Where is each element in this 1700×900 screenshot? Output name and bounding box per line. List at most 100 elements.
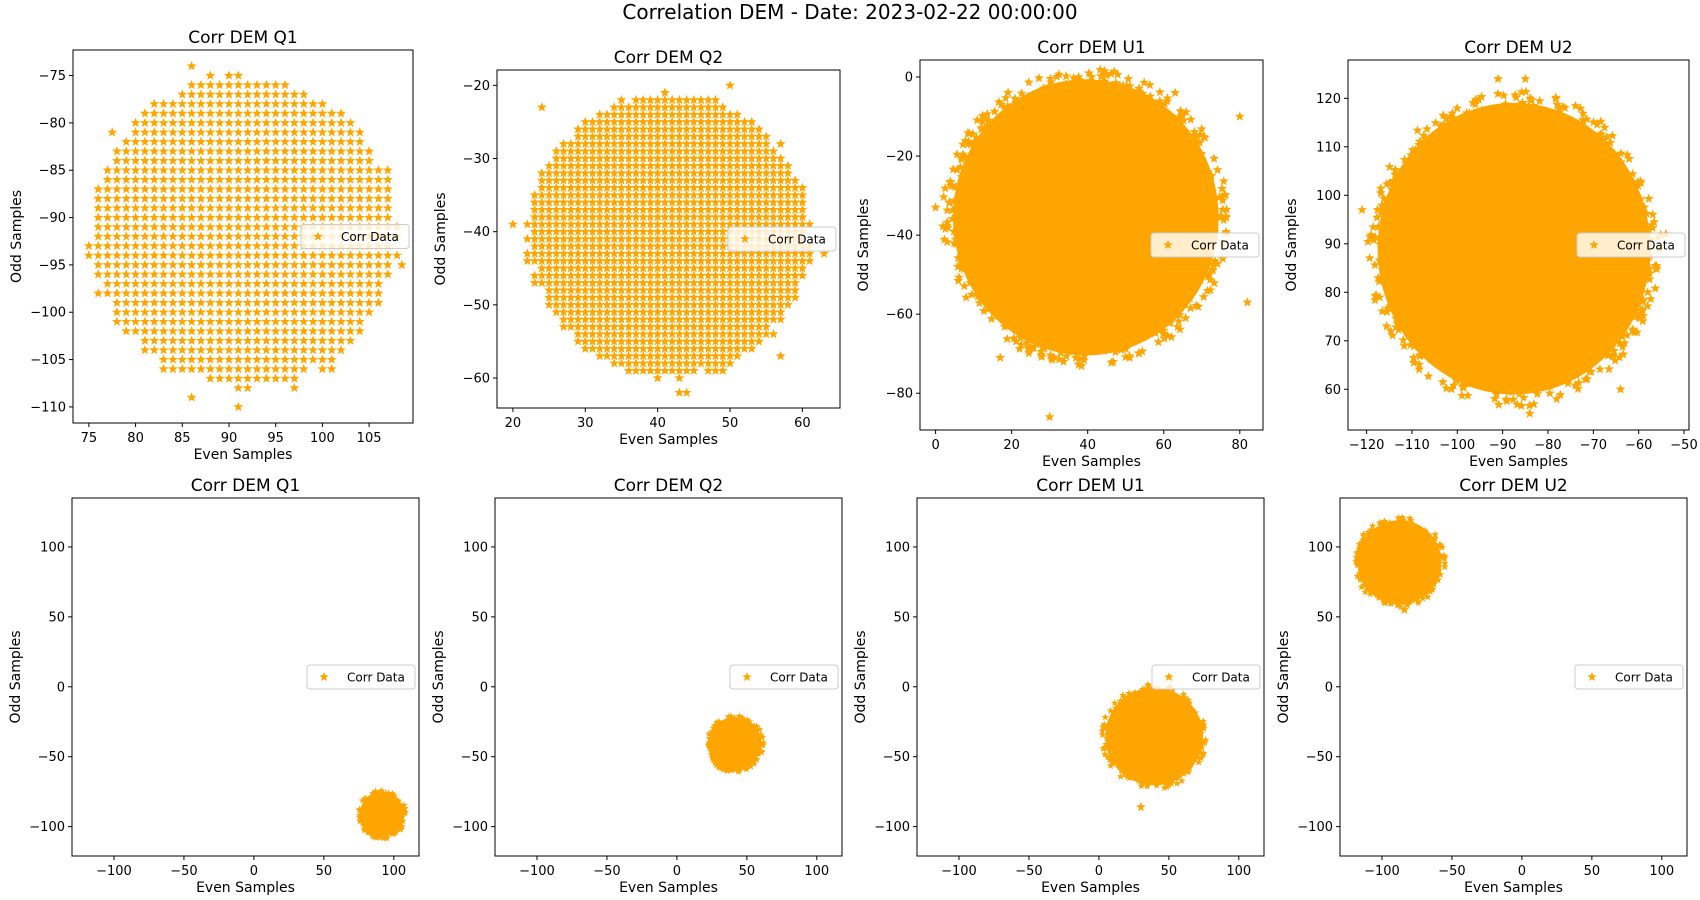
data-point	[659, 270, 670, 280]
data-point	[1199, 723, 1207, 732]
data-point	[739, 189, 750, 200]
data-point	[963, 184, 974, 195]
data-point	[1110, 346, 1121, 357]
data-point	[982, 120, 993, 131]
data-point	[1393, 601, 1402, 609]
data-point	[1394, 297, 1405, 307]
data-point	[326, 278, 337, 289]
data-point	[659, 211, 670, 222]
data-point	[623, 292, 634, 302]
data-point	[616, 160, 627, 171]
data-point	[580, 124, 591, 134]
data-point	[1193, 718, 1201, 727]
data-point	[1137, 91, 1148, 102]
data-point	[573, 270, 583, 280]
data-point	[573, 263, 583, 273]
data-point	[536, 211, 547, 222]
data-point	[732, 248, 743, 258]
data-point	[746, 167, 757, 178]
data-point	[139, 183, 150, 194]
data-point	[950, 181, 961, 192]
data-point	[732, 124, 743, 134]
data-point	[529, 197, 540, 207]
data-point	[252, 165, 262, 175]
data-point	[1417, 157, 1428, 167]
data-point	[1119, 701, 1127, 710]
data-point	[1052, 85, 1062, 95]
data-point	[667, 116, 678, 127]
data-point	[1159, 333, 1170, 343]
data-point	[224, 307, 234, 317]
data-point	[1360, 542, 1369, 550]
data-point	[623, 314, 634, 324]
data-point	[1524, 408, 1535, 418]
data-point	[522, 233, 533, 244]
data-point	[308, 202, 318, 213]
data-point	[1217, 253, 1228, 263]
data-point	[703, 102, 714, 112]
data-point	[121, 240, 132, 251]
data-point	[529, 204, 540, 214]
data-point	[149, 98, 160, 109]
data-point	[558, 211, 569, 222]
data-point	[1600, 341, 1611, 351]
data-point	[270, 240, 281, 251]
data-point	[638, 336, 649, 346]
data-point	[1448, 380, 1459, 390]
data-point	[242, 155, 253, 165]
data-point	[536, 233, 547, 244]
data-point	[1067, 82, 1078, 92]
data-point	[732, 277, 743, 288]
data-point	[1445, 130, 1456, 140]
data-point	[280, 155, 290, 165]
data-point	[289, 240, 300, 251]
data-point	[782, 167, 793, 178]
x-axis-label: Even Samples	[619, 432, 718, 448]
legend: Corr Data	[300, 224, 410, 249]
data-point	[317, 259, 328, 270]
legend-label: Corr Data	[1191, 239, 1249, 253]
data-point	[717, 343, 728, 353]
data-point	[602, 328, 612, 339]
data-point	[205, 98, 216, 109]
data-point	[761, 314, 772, 324]
x-tick-label: −100	[519, 864, 555, 879]
y-tick-label: −75	[39, 69, 66, 84]
data-point	[242, 250, 253, 260]
data-point	[674, 241, 685, 251]
data-point	[1391, 313, 1402, 323]
data-point	[242, 221, 253, 232]
data-point	[139, 297, 150, 307]
data-point	[659, 263, 670, 273]
data-point	[1388, 196, 1399, 207]
data-point	[976, 295, 987, 306]
data-point	[1636, 219, 1647, 229]
data-point	[696, 219, 707, 229]
data-point	[1119, 691, 1127, 699]
data-point	[710, 241, 721, 251]
data-point	[382, 259, 393, 270]
data-point	[1427, 583, 1435, 592]
data-point	[623, 204, 634, 214]
data-point	[1363, 585, 1372, 593]
data-point	[196, 288, 206, 298]
data-point	[224, 325, 234, 336]
data-point	[714, 755, 722, 763]
subplot-title: Corr DEM Q1	[188, 28, 297, 48]
data-point	[544, 292, 555, 302]
data-point	[252, 240, 262, 251]
x-tick-label: 95	[267, 431, 284, 446]
data-point	[1409, 520, 1418, 529]
data-point	[797, 248, 808, 258]
data-point	[703, 109, 714, 119]
data-point	[1620, 303, 1631, 314]
x-tick-label: −80	[1534, 438, 1561, 453]
data-point	[1159, 98, 1170, 108]
data-point	[242, 354, 253, 364]
data-point	[121, 259, 132, 270]
data-point	[1135, 776, 1143, 784]
data-point	[298, 174, 309, 184]
data-point	[102, 212, 113, 222]
data-point	[149, 136, 160, 147]
